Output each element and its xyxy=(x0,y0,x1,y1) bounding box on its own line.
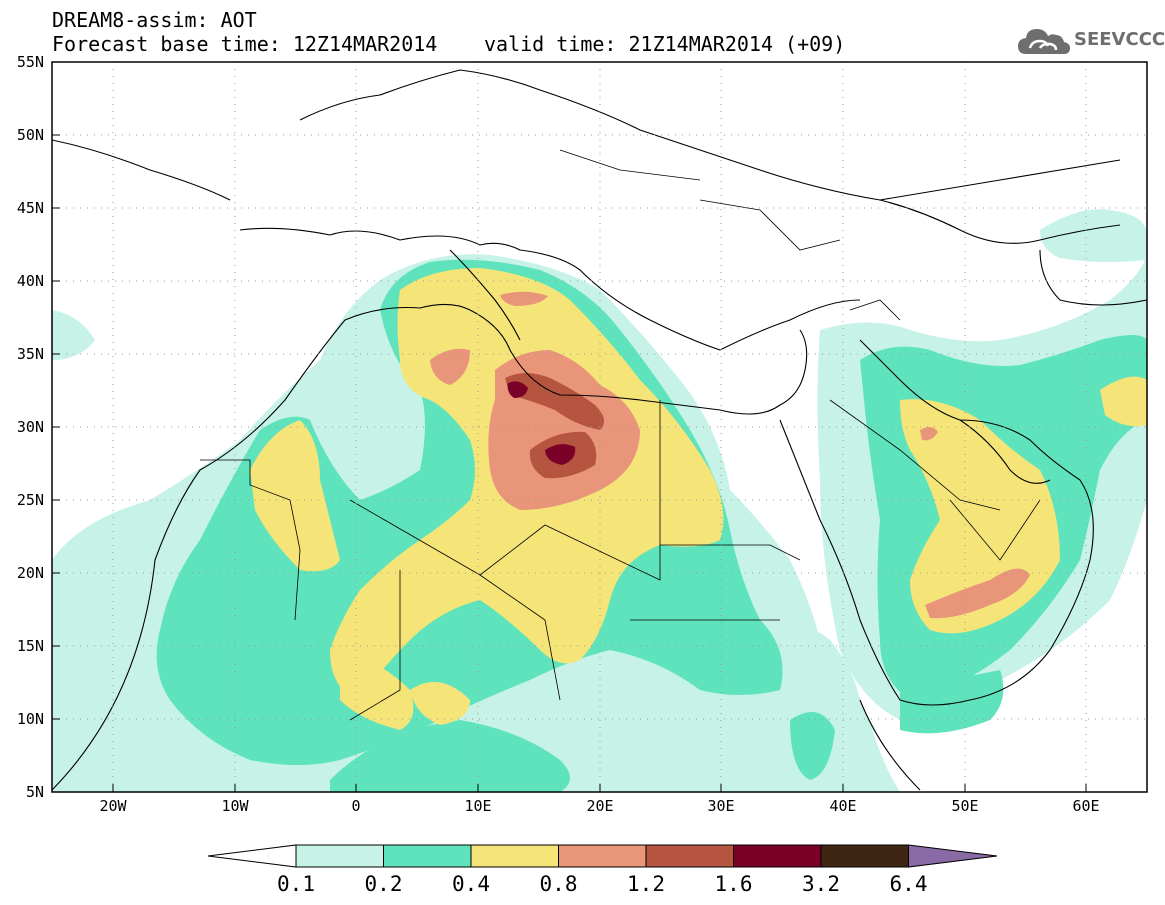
contour-0.4-west-sahara-2 xyxy=(290,495,312,530)
lat-label: 55N xyxy=(16,53,44,71)
contour-0.8-iraq xyxy=(920,426,938,441)
lat-label: 5N xyxy=(25,783,44,801)
lon-label: 40E xyxy=(829,797,857,815)
colorbar-box-1.2-1.6 xyxy=(645,844,734,868)
lon-label: 10E xyxy=(464,797,492,815)
colorbar-label: 0.2 xyxy=(364,872,403,896)
lon-label: 30E xyxy=(707,797,735,815)
lon-label: 10W xyxy=(221,797,249,815)
lon-label: 50E xyxy=(951,797,979,815)
colorbar-box-1.6-3.2 xyxy=(733,844,822,868)
contour-1.6-libya-north xyxy=(507,381,528,398)
ticks xyxy=(52,134,1087,792)
aot-level-1.6 xyxy=(507,381,576,465)
colorbar-box-0.2-0.4 xyxy=(383,844,472,868)
country-borders xyxy=(200,149,1041,721)
contour-1.6-libya-south xyxy=(545,444,576,465)
colorbar-under-arrow xyxy=(207,844,297,868)
colorbar-box-3.2-6.4 xyxy=(820,844,909,868)
lon-label: 0 xyxy=(351,797,361,815)
contour-1.2-libya-north xyxy=(505,373,604,430)
map-title: DREAM8-assim: AOT xyxy=(52,8,257,32)
colorbar-label: 0.1 xyxy=(277,872,315,896)
lat-label: 30N xyxy=(16,418,44,436)
colorbar-box-0.8-1.2 xyxy=(558,844,647,868)
colorbar xyxy=(207,844,998,868)
contour-0.2-sahel-south xyxy=(330,720,570,792)
lat-label: 40N xyxy=(16,272,44,290)
colorbar-box-0.4-0.8 xyxy=(470,844,559,868)
colorbar-label: 0.8 xyxy=(539,872,578,896)
colorbar-box-0.1-0.2 xyxy=(295,844,384,868)
colorbar-label: 1.6 xyxy=(714,872,753,896)
valid-time: valid time: 21Z14MAR2014 (+09) xyxy=(484,32,846,56)
lat-label: 45N xyxy=(16,199,44,217)
contour-0.1-west-atlantic xyxy=(52,310,95,360)
colorbar-label: 6.4 xyxy=(889,872,928,896)
lat-label: 15N xyxy=(16,637,44,655)
lat-label: 50N xyxy=(16,126,44,144)
lat-label: 20N xyxy=(16,564,44,582)
contour-0.4-sahel-west xyxy=(340,650,414,730)
colorbar-over-arrow xyxy=(908,844,998,868)
lat-label: 25N xyxy=(16,491,44,509)
contour-0.2-east-blob xyxy=(790,712,835,780)
contour-0.1-caspian xyxy=(1040,209,1147,263)
contour-0.2-gulf-aden xyxy=(900,670,1004,734)
contour-0.4-iran-east xyxy=(1100,376,1147,427)
logo-text: SEEVCCC xyxy=(1074,29,1165,50)
colorbar-label: 3.2 xyxy=(802,872,840,896)
contour-0.8-tunisia xyxy=(430,348,470,385)
lon-label: 60E xyxy=(1072,797,1100,815)
colorbar-label: 1.2 xyxy=(627,872,665,896)
colorbar-label: 0.4 xyxy=(452,872,490,896)
contour-0.8-sicily xyxy=(500,291,548,306)
contour-0.4-west-sahara xyxy=(250,420,340,572)
graticule xyxy=(52,62,1147,792)
lat-label: 35N xyxy=(16,345,44,363)
cloud-logo-icon xyxy=(1018,29,1070,54)
forecast-base-time: Forecast base time: 12Z14MAR2014 xyxy=(52,32,438,56)
contour-0.8-yemen xyxy=(925,568,1030,619)
coastlines xyxy=(52,69,1147,791)
lat-label: 10N xyxy=(16,710,44,728)
contour-0.4-sahel-east xyxy=(410,682,470,725)
lon-label: 20W xyxy=(99,797,127,815)
lon-label: 20E xyxy=(586,797,614,815)
